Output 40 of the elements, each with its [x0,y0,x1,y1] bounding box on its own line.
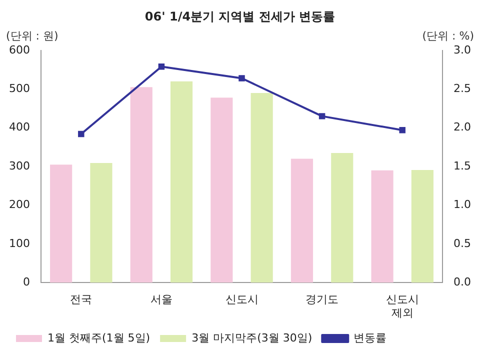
bar [50,164,72,283]
bar [170,81,193,283]
x-tick-label: 신도시 [225,293,258,306]
y2-tick-label: 2.5 [454,82,472,95]
x-tick-label: 신도시 제외 [386,293,419,320]
point [318,113,326,120]
y-axis-title: (단위 : 원) [6,29,58,42]
bar [130,87,152,283]
y-tick-label: 600 [8,43,30,56]
point [399,127,406,134]
y2-tick-label: 1.5 [454,159,472,172]
y2-axis-title: (단위 : %) [422,29,474,42]
legend-label: 3월 마지막주(3월 30일) [192,331,312,344]
bar [250,92,273,283]
y2-tick-label: 1.0 [454,198,472,212]
bar [371,170,394,283]
y-tick-label: 100 [8,236,30,250]
point [158,64,165,70]
legend-label: 1월 첫째주(1월 5일) [48,331,150,344]
x-tick-label: 서울 [150,293,172,306]
y-tick-label: 400 [8,120,30,134]
point [78,130,84,138]
bar [210,98,233,283]
bar [411,170,434,283]
y2-tick-label: 2.0 [454,120,472,134]
x-tick-label: 경기도 [306,293,339,306]
chart-title: 06' 1/4분기 지역별 전세가 변동률 [144,9,336,24]
y2-tick-label: 3.0 [454,43,472,56]
y-tick-label: 300 [8,159,30,172]
y2-tick-label: 0.0 [454,275,472,288]
bar [290,158,314,283]
bar [331,152,354,283]
y-tick-label: 0 [22,275,30,288]
bar [90,163,112,283]
x-tick-label: 전국 [70,293,92,306]
y-tick-label: 200 [8,198,30,212]
y-tick-label: 500 [8,82,30,95]
y2-tick-label: 0.5 [454,236,472,250]
legend-label: 변동률 [354,331,387,344]
point [238,75,245,82]
